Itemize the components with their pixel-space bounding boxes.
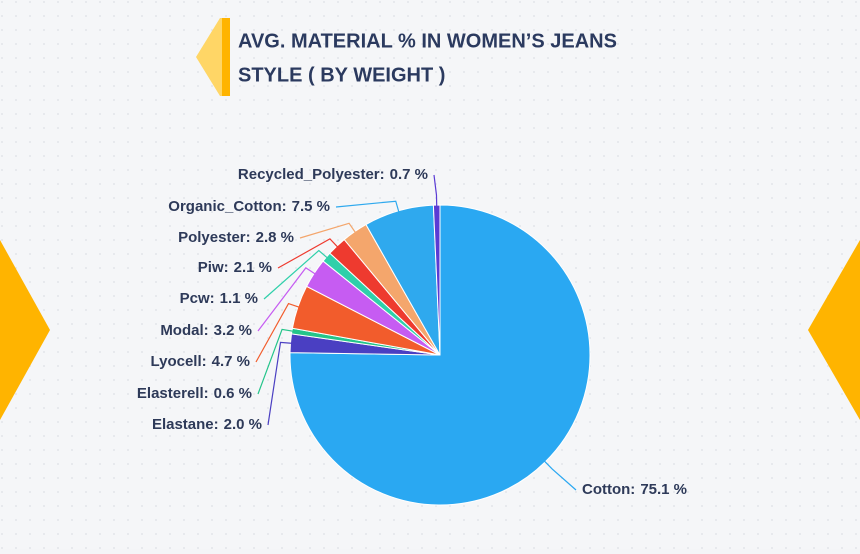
leader-line [267, 341, 295, 426]
leader-line [433, 174, 438, 210]
chart-title: STYLE ( BY WEIGHT ) [238, 64, 445, 86]
data-label: Elastane: 2.0 % [152, 416, 262, 433]
data-label: Lyocell: 4.7 % [151, 353, 251, 370]
label-value: 2.0 % [224, 416, 262, 433]
data-label: Polyester: 2.8 % [178, 229, 294, 246]
label-value: 1.1 % [220, 290, 258, 307]
label-category: Modal: [160, 322, 208, 339]
data-label: Piw: 2.1 % [198, 259, 272, 276]
label-category: Cotton: [582, 481, 635, 498]
label-category: Pcw: [180, 290, 215, 307]
data-label: Modal: 3.2 % [160, 322, 252, 339]
leader-line [335, 200, 401, 215]
label-category: Elasterell: [137, 385, 209, 402]
label-value: 0.7 % [390, 166, 428, 183]
left-decoration [0, 240, 50, 420]
label-value: 2.8 % [256, 229, 294, 246]
label-value: 7.5 % [292, 198, 330, 215]
label-value: 75.1 % [640, 481, 687, 498]
data-label: Elasterell: 0.6 % [137, 385, 252, 402]
data-label: Cotton: 75.1 % [582, 481, 687, 498]
label-value: 0.6 % [214, 385, 252, 402]
data-label: Recycled_Polyester: 0.7 % [238, 166, 428, 183]
leader-line [277, 238, 340, 269]
title-bar [222, 18, 230, 96]
data-label: Organic_Cotton: 7.5 % [168, 198, 330, 215]
right-decoration [808, 240, 860, 420]
leader-line [263, 249, 330, 300]
chart-title: AVG. MATERIAL % IN WOMEN’S JEANS [238, 30, 617, 52]
label-category: Polyester: [178, 229, 251, 246]
label-category: Organic_Cotton: [168, 198, 286, 215]
label-category: Recycled_Polyester: [238, 166, 385, 183]
leader-line [541, 458, 577, 491]
label-value: 2.1 % [234, 259, 272, 276]
label-category: Elastane: [152, 416, 219, 433]
label-category: Lyocell: [151, 353, 207, 370]
leader-line [299, 222, 358, 239]
label-category: Piw: [198, 259, 229, 276]
leader-line [257, 267, 318, 332]
data-label: Pcw: 1.1 % [180, 290, 258, 307]
label-value: 3.2 % [214, 322, 252, 339]
leader-line [257, 328, 296, 395]
label-value: 4.7 % [212, 353, 250, 370]
leader-line [255, 302, 302, 363]
title-decoration [196, 18, 228, 96]
